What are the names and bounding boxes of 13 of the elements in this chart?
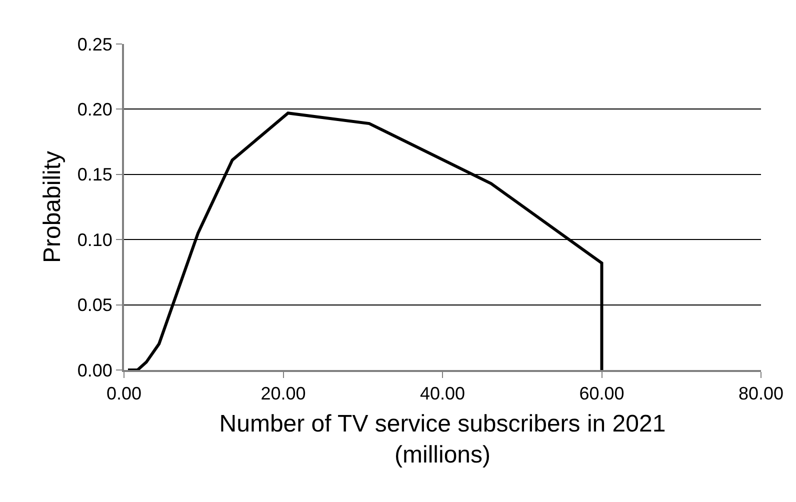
- y-tick-label: 0.20: [77, 100, 112, 120]
- y-tick-label: 0.05: [77, 295, 112, 316]
- x-tick-label: 80.00: [738, 384, 784, 404]
- y-tick-label: 0.25: [77, 34, 112, 54]
- x-axis-title: Number of TV service subscribers in 2021 (millions): [219, 410, 666, 469]
- y-tick-label: 0.15: [77, 164, 112, 185]
- x-tick-label: 60.00: [579, 384, 624, 404]
- x-tick-label: 20.00: [260, 384, 306, 404]
- y-tick-label: 0.10: [77, 230, 112, 250]
- x-tick-label: 40.00: [420, 384, 466, 404]
- y-axis-title: Probability: [38, 150, 66, 264]
- x-tick-label: 0.00: [106, 384, 142, 404]
- y-tick-label: 0.00: [77, 360, 112, 380]
